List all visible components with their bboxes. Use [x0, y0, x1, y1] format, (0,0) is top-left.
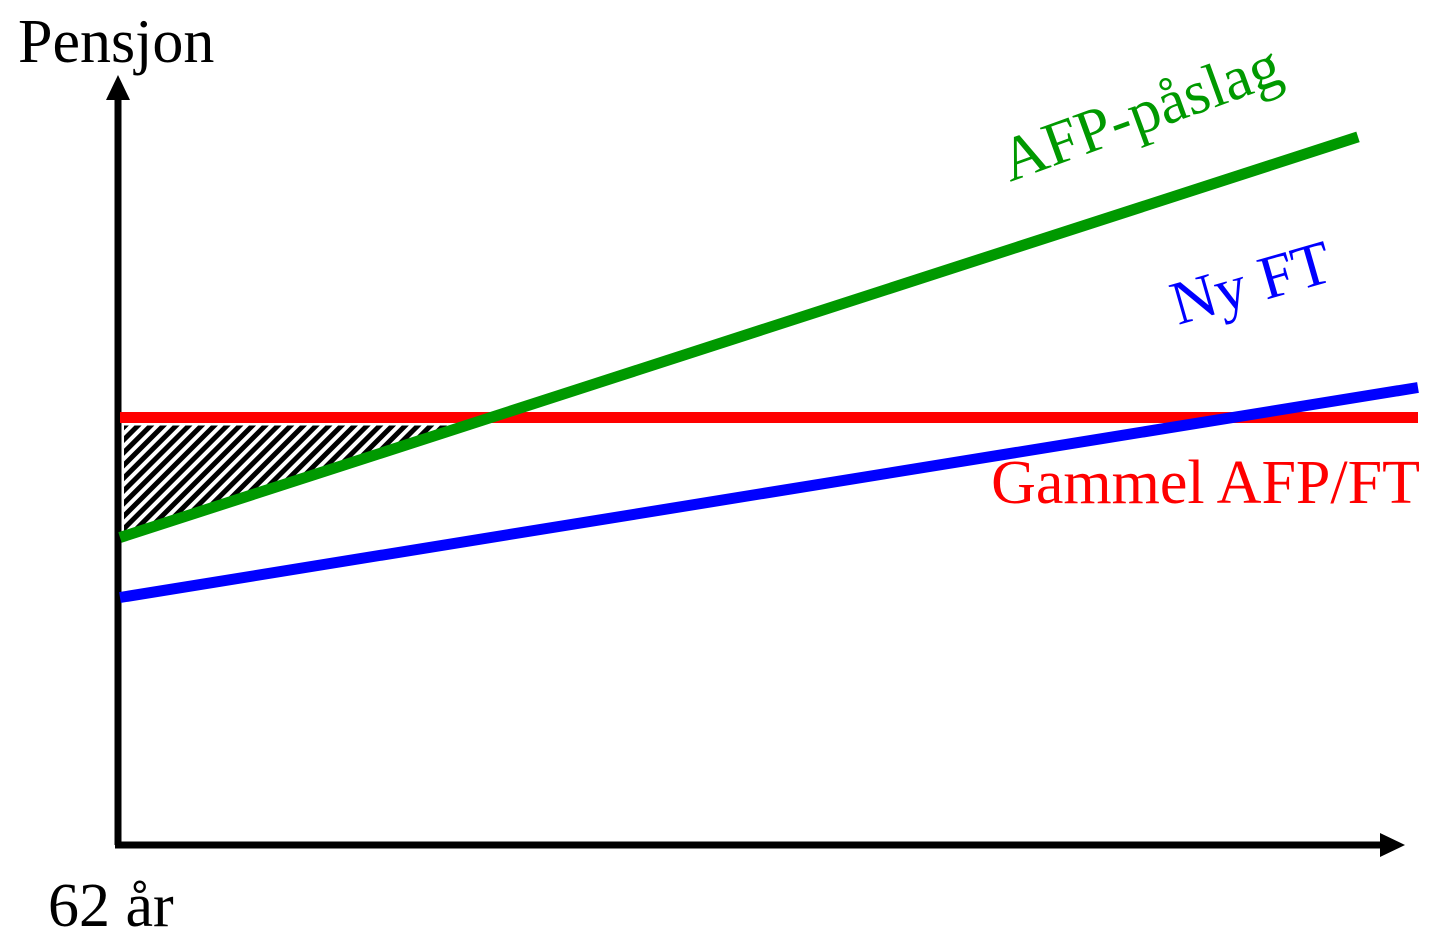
y-axis-label: Pensjon	[18, 8, 214, 76]
series-line-afp-paaslag	[118, 131, 1360, 543]
series-line-ny-ft	[119, 382, 1419, 603]
series-label-gammel-afp-ft: Gammel AFP/FT	[991, 449, 1420, 517]
y-axis-arrow	[106, 75, 130, 100]
x-axis-arrow	[1380, 833, 1405, 857]
x-axis-label: 62 år	[48, 872, 174, 933]
series-label-ny-ft: Ny FT	[1163, 228, 1339, 338]
